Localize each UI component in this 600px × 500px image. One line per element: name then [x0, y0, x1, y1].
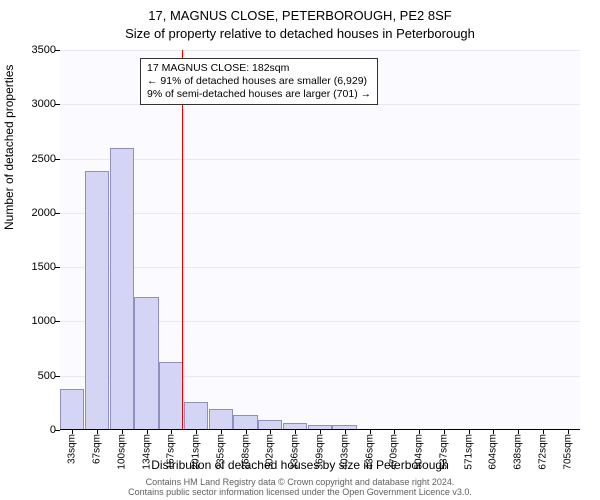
ytick-label: 2000	[16, 207, 56, 219]
ytick-label: 0	[16, 424, 56, 436]
gridline	[60, 50, 580, 51]
histogram-bar	[233, 415, 257, 429]
histogram-bar	[134, 297, 158, 429]
ytick-label: 2500	[16, 153, 56, 165]
annotation-callout: 17 MAGNUS CLOSE: 182sqm ← 91% of detache…	[140, 58, 378, 105]
histogram-bar	[159, 362, 183, 429]
histogram-plot: 33sqm67sqm100sqm134sqm167sqm201sqm235sqm…	[60, 50, 580, 430]
annotation-line-3: 9% of semi-detached houses are larger (7…	[147, 88, 371, 101]
gridline	[60, 159, 580, 160]
histogram-bar	[258, 420, 282, 429]
histogram-bar	[110, 148, 134, 429]
annotation-line-2: ← 91% of detached houses are smaller (6,…	[147, 75, 371, 88]
chart-title-line2: Size of property relative to detached ho…	[0, 26, 600, 41]
gridline	[60, 213, 580, 214]
y-axis-label: Number of detached properties	[2, 65, 16, 230]
histogram-bar	[60, 389, 84, 429]
gridline	[60, 267, 580, 268]
ytick-label: 1000	[16, 315, 56, 327]
x-axis-label: Distribution of detached houses by size …	[0, 458, 600, 472]
chart-title-line1: 17, MAGNUS CLOSE, PETERBOROUGH, PE2 8SF	[0, 8, 600, 23]
ytick-label: 3500	[16, 44, 56, 56]
reference-marker-line	[182, 50, 184, 429]
annotation-line-1: 17 MAGNUS CLOSE: 182sqm	[147, 62, 371, 75]
histogram-bar	[209, 409, 233, 429]
histogram-bar	[184, 402, 208, 429]
ytick-label: 3000	[16, 98, 56, 110]
ytick-label: 1500	[16, 261, 56, 273]
ytick-label: 500	[16, 370, 56, 382]
chart-footnote: Contains HM Land Registry data © Crown c…	[0, 478, 600, 498]
histogram-bar	[85, 171, 109, 429]
